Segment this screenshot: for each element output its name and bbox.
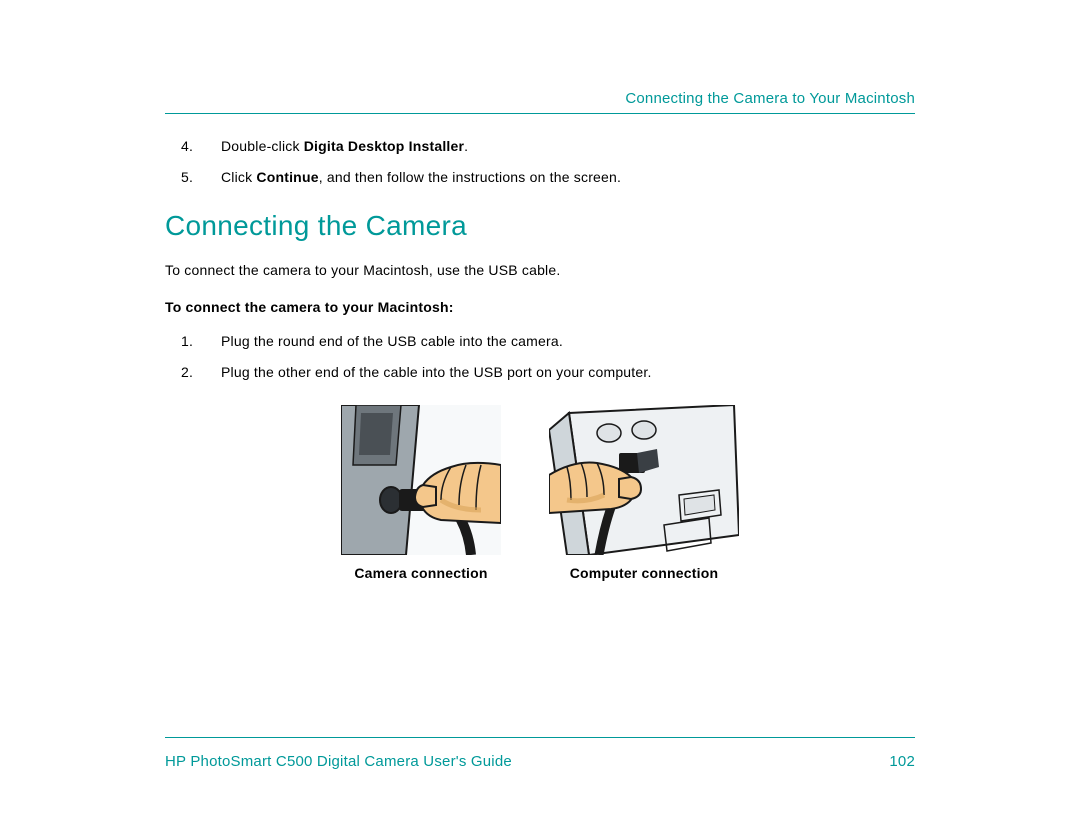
- figure-computer: Computer connection: [549, 405, 739, 581]
- section-heading: Connecting the Camera: [165, 210, 915, 242]
- list-number: 4.: [165, 136, 221, 157]
- list-number: 5.: [165, 167, 221, 188]
- text-pre: Double-click: [221, 138, 304, 154]
- figure-row: Camera connection: [165, 405, 915, 581]
- figure-camera: Camera connection: [341, 405, 501, 581]
- list-text: Double-click Digita Desktop Installer.: [221, 136, 468, 157]
- list-item: 5. Click Continue, and then follow the i…: [165, 167, 915, 188]
- list-text: Click Continue, and then follow the inst…: [221, 167, 621, 188]
- list-text: Plug the round end of the USB cable into…: [221, 331, 563, 352]
- footer-rule: [165, 737, 915, 738]
- continued-ordered-list: 4. Double-click Digita Desktop Installer…: [165, 136, 915, 188]
- figure-caption: Camera connection: [354, 565, 487, 581]
- list-item: 4. Double-click Digita Desktop Installer…: [165, 136, 915, 157]
- text-bold: Continue: [256, 169, 318, 185]
- text-post: .: [464, 138, 468, 154]
- list-text: Plug the other end of the cable into the…: [221, 362, 652, 383]
- computer-connection-illustration: [549, 405, 739, 555]
- list-number: 1.: [165, 331, 221, 352]
- sub-heading: To connect the camera to your Macintosh:: [165, 299, 915, 315]
- intro-paragraph: To connect the camera to your Macintosh,…: [165, 260, 915, 281]
- page-footer: HP PhotoSmart C500 Digital Camera User's…: [165, 753, 915, 770]
- document-page: Connecting the Camera to Your Macintosh …: [0, 0, 1080, 834]
- list-item: 2. Plug the other end of the cable into …: [165, 362, 915, 383]
- footer-guide-title: HP PhotoSmart C500 Digital Camera User's…: [165, 753, 512, 770]
- text-pre: Click: [221, 169, 256, 185]
- footer-page-number: 102: [889, 753, 915, 770]
- text-bold: Digita Desktop Installer: [304, 138, 464, 154]
- header-rule: [165, 113, 915, 114]
- camera-connection-illustration: [341, 405, 501, 555]
- figure-caption: Computer connection: [570, 565, 718, 581]
- header-section-title: Connecting the Camera to Your Macintosh: [165, 90, 915, 107]
- steps-ordered-list: 1. Plug the round end of the USB cable i…: [165, 331, 915, 383]
- list-number: 2.: [165, 362, 221, 383]
- text-post: , and then follow the instructions on th…: [319, 169, 621, 185]
- list-item: 1. Plug the round end of the USB cable i…: [165, 331, 915, 352]
